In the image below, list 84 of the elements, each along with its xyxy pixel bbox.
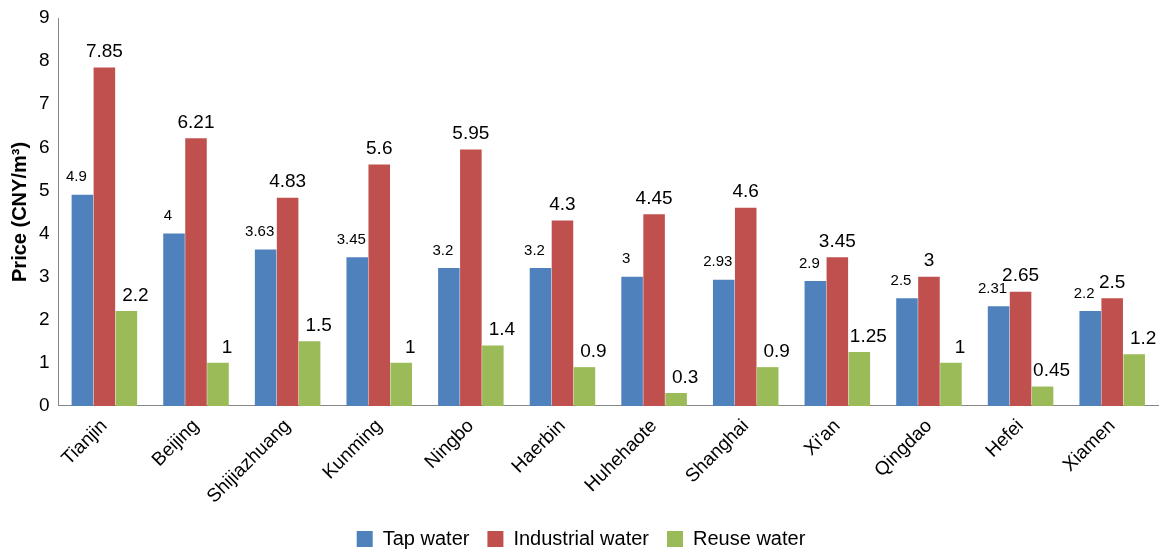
bar [621, 276, 643, 406]
data-label: 0.9 [763, 339, 790, 361]
bar [115, 311, 138, 406]
bar [1123, 354, 1145, 406]
bar [207, 362, 229, 406]
y-tick-label: 7 [38, 92, 50, 114]
legend-label: Industrial water [513, 526, 650, 549]
data-label: 4.6 [732, 180, 759, 202]
data-label: 4.83 [269, 170, 307, 192]
data-label: 3 [621, 249, 631, 267]
data-label: 0.45 [1033, 359, 1071, 381]
bar [1079, 311, 1101, 406]
y-tick-label: 6 [38, 135, 50, 157]
data-label: 2.2 [122, 283, 149, 305]
bar [848, 352, 871, 406]
bar [643, 214, 665, 406]
legend-label: Tap water [382, 526, 470, 549]
bar [734, 207, 757, 406]
bar [460, 149, 482, 406]
y-tick-label: 4 [38, 221, 50, 243]
data-label: 4.45 [635, 186, 673, 208]
data-label: 4 [163, 206, 173, 224]
y-tick-label: 5 [38, 178, 50, 200]
data-label: 5.6 [366, 137, 393, 159]
bar [346, 257, 369, 406]
y-tick-label: 3 [38, 264, 50, 286]
bar [163, 233, 185, 406]
bar [918, 276, 940, 406]
data-label: 2.93 [703, 252, 733, 270]
bar [438, 268, 460, 406]
bar [390, 362, 412, 406]
y-axis-title: Price (CNY/m³) [7, 141, 30, 282]
data-label: 2.5 [890, 270, 912, 288]
bar [665, 393, 687, 406]
bar [185, 138, 207, 406]
bar [1031, 386, 1054, 406]
y-tick-label: 8 [38, 49, 50, 71]
data-label: 3.2 [524, 240, 545, 258]
data-label: 1.2 [1129, 326, 1157, 348]
y-tick-label: 1 [38, 351, 50, 373]
data-label: 0.3 [671, 365, 699, 387]
bar [987, 306, 1010, 406]
legend-label: Reuse water [693, 526, 806, 549]
bar [298, 341, 321, 406]
bar [573, 367, 596, 406]
bar [529, 268, 552, 406]
bar [756, 367, 779, 406]
y-tick-label: 2 [38, 307, 50, 329]
bar [482, 345, 504, 406]
data-label: 3.2 [432, 240, 454, 258]
data-label: 0.9 [580, 339, 607, 361]
data-label: 5.95 [452, 122, 490, 144]
data-label: 7.85 [85, 40, 123, 62]
y-tick-label: 0 [38, 394, 50, 416]
data-label: 2.5 [1098, 270, 1126, 292]
data-label: 1.25 [849, 324, 887, 346]
bar [712, 279, 735, 406]
bar [368, 164, 391, 406]
bar [804, 280, 827, 406]
data-label: 3.45 [336, 229, 366, 247]
data-label: 3.45 [818, 229, 856, 251]
data-label: 1 [954, 335, 966, 357]
bar [254, 249, 277, 406]
bar [1009, 291, 1032, 406]
data-label: 3 [923, 249, 935, 271]
data-label: 6.21 [177, 111, 215, 132]
data-label: 2.2 [1073, 283, 1095, 301]
data-label: 1 [221, 335, 233, 357]
bar [276, 197, 299, 406]
bar [1101, 298, 1123, 406]
bar [93, 67, 116, 406]
data-label: 4.3 [549, 193, 576, 215]
data-label: 2.9 [798, 253, 820, 271]
bar [896, 298, 918, 406]
data-label: 1.4 [488, 318, 516, 340]
data-label: 4.9 [65, 167, 87, 185]
bar [826, 257, 849, 406]
y-tick-label: 9 [38, 6, 50, 28]
bar [940, 362, 962, 406]
data-label: 3.63 [245, 222, 275, 240]
bar [551, 220, 574, 406]
data-label: 1.5 [305, 314, 332, 336]
bar [71, 194, 94, 406]
data-label: 1 [404, 335, 416, 357]
